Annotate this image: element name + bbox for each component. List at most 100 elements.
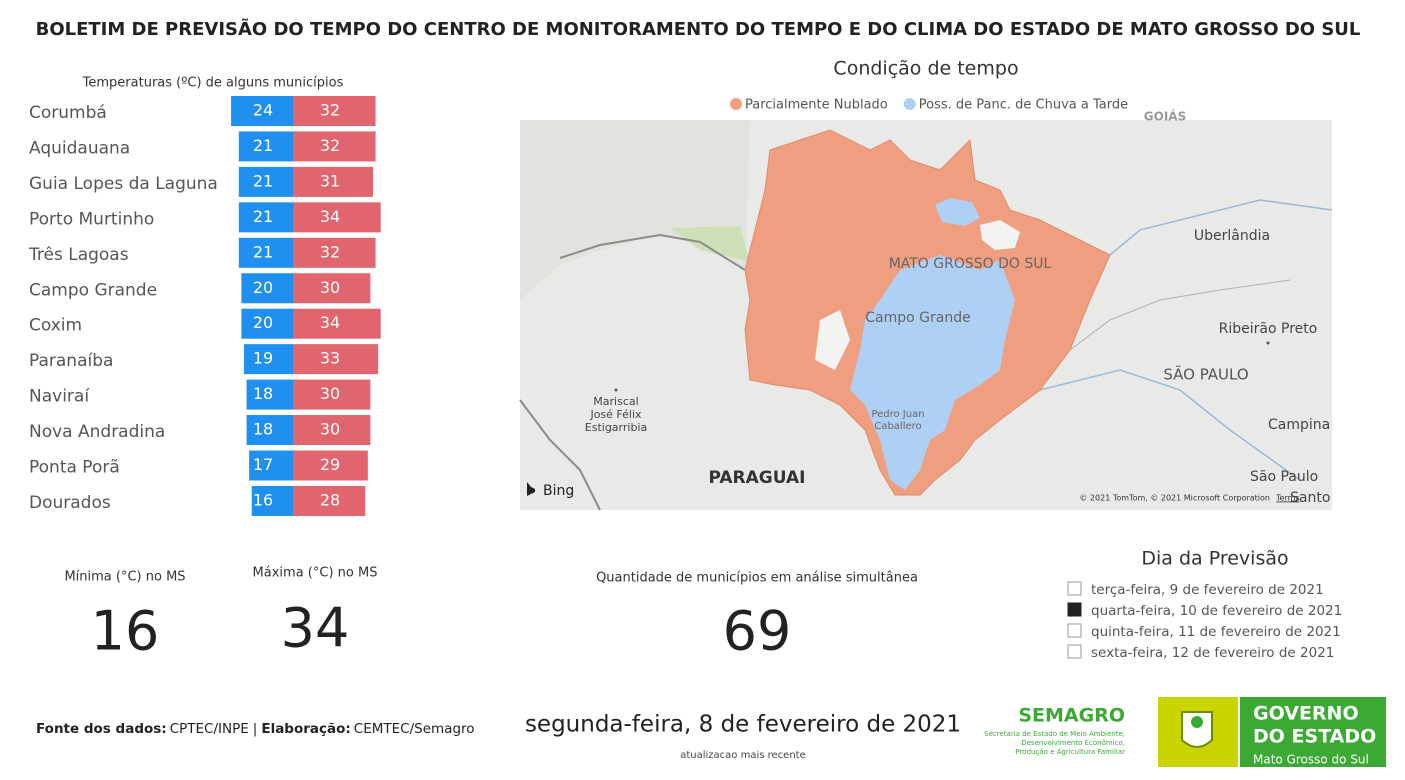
map-provider: Bing <box>543 483 574 499</box>
map-river <box>1109 199 1333 256</box>
value-label: 18 <box>253 384 273 403</box>
max-bar <box>293 485 366 516</box>
min-bar <box>238 166 293 197</box>
footer-part: Elaboração: <box>261 721 350 737</box>
map-area-none <box>815 310 850 370</box>
min-bar <box>246 379 293 410</box>
semagro-subtitle: Secretaria de Estado de Meio Ambiente, <box>984 730 1125 738</box>
map-park <box>670 226 750 262</box>
category-label: Ponta Porã <box>29 458 120 478</box>
map-area-rain <box>850 255 1015 490</box>
max-bar <box>293 96 376 126</box>
value-label: 30 <box>320 384 340 403</box>
min-bar <box>238 237 293 268</box>
category-label: Paranaíba <box>29 351 113 371</box>
value-label: 29 <box>320 455 340 474</box>
value-label: 21 <box>253 207 273 226</box>
map-label: Santo <box>1290 490 1330 506</box>
value-label: 17 <box>253 455 273 474</box>
min-bar <box>238 202 293 233</box>
min-bar <box>241 273 293 304</box>
footer-part: Fonte dos dados: <box>36 721 167 737</box>
max-bar <box>293 344 379 375</box>
category-label: Guia Lopes da Laguna <box>29 174 218 194</box>
slicer-checkbox[interactable] <box>1067 602 1082 617</box>
value-label: 21 <box>253 136 273 155</box>
map-terms: Terms <box>1275 494 1300 503</box>
min-bar <box>238 131 293 162</box>
value-label: 21 <box>253 242 273 261</box>
map-border <box>519 399 601 511</box>
legend-label: Poss. de Panc. de Chuva a Tarde <box>919 98 1128 113</box>
slicer-item[interactable]: quarta-feira, 10 de fevereiro de 2021 <box>1091 603 1342 619</box>
max-bar <box>293 237 376 268</box>
legend-marker <box>730 98 742 110</box>
map-river <box>1039 369 1301 481</box>
map-label: GOIÁS <box>1144 109 1186 124</box>
map-label: José Félix <box>589 408 642 421</box>
map-label: São Paulo <box>1250 469 1318 485</box>
slicer-item[interactable]: sexta-feira, 12 de fevereiro de 2021 <box>1091 645 1334 661</box>
value-label: 34 <box>320 313 340 332</box>
slicer-title: Dia da Previsão <box>1141 548 1288 570</box>
footer-source: Fonte dos dados: CPTEC/INPE | Elaboração: CE… <box>36 721 475 737</box>
map-region <box>520 120 750 300</box>
map: GOIÁS MATO GROSSO DO SUL Campo Grande Uberl… <box>519 109 1333 511</box>
min-bar <box>251 485 293 516</box>
map-dot <box>614 388 618 392</box>
map-dot <box>1266 341 1270 345</box>
map-label: Uberlândia <box>1194 228 1270 244</box>
max-bar <box>293 202 381 233</box>
value-label: 32 <box>320 242 340 261</box>
value-label: 32 <box>320 101 340 120</box>
slicer-checkbox[interactable] <box>1067 581 1082 596</box>
map-label: Caballero <box>874 421 921 432</box>
semagro-subtitle: Produção e Agricultura Familiar <box>1015 748 1125 756</box>
semagro-subtitle: Desenvolvimento Econômico, <box>1021 739 1125 747</box>
kpi-value: 34 <box>281 597 350 660</box>
semagro-logo: SEMAGRO <box>1018 705 1125 727</box>
value-label: 21 <box>253 171 273 190</box>
max-bar <box>293 450 368 481</box>
map-label: SÃO PAULO <box>1163 365 1248 384</box>
category-label: Nova Andradina <box>29 422 165 442</box>
min-bar <box>243 344 293 375</box>
map-label: Mariscal <box>593 395 638 408</box>
chart-title: Temperaturas (ºC) de alguns municípios <box>82 76 344 91</box>
category-label: Corumbá <box>29 103 107 123</box>
slicer-item[interactable]: terça-feira, 9 de fevereiro de 2021 <box>1091 582 1324 598</box>
gov-crest <box>1181 711 1213 748</box>
kpi-label: Quantidade de municípios em análise simu… <box>596 571 918 586</box>
gov-logo-state: Mato Grosso do Sul <box>1253 753 1369 767</box>
kpi-label: Máxima (°C) no MS <box>253 566 378 581</box>
map-title: Condição de tempo <box>833 58 1018 80</box>
max-bar <box>293 308 381 339</box>
max-bar <box>293 166 373 197</box>
footer-part: CPTEC/INPE <box>170 721 249 737</box>
value-label: 32 <box>320 136 340 155</box>
report-date: segunda-feira, 8 de fevereiro de 2021 <box>525 712 961 738</box>
max-bar <box>293 379 371 410</box>
kpi-value: 69 <box>723 600 792 663</box>
value-label: 24 <box>253 101 273 120</box>
map-border <box>559 233 746 271</box>
value-label: 34 <box>320 207 340 226</box>
page-title: BOLETIM DE PREVISÃO DO TEMPO DO CENTRO D… <box>36 17 1361 40</box>
map-label: Campo Grande <box>865 310 970 326</box>
slicer-checkbox[interactable] <box>1067 644 1082 659</box>
footer-part: | <box>253 721 258 737</box>
value-label: 20 <box>253 278 273 297</box>
map-copyright: © 2021 TomTom, © 2021 Microsoft Corporat… <box>1079 494 1270 503</box>
slicer-checkbox[interactable] <box>1067 623 1082 638</box>
footer-part: CEMTEC/Semagro <box>354 721 475 737</box>
value-label: 19 <box>253 349 273 368</box>
max-bar <box>293 273 371 304</box>
bing-logo <box>527 482 535 496</box>
min-bar <box>246 415 293 446</box>
slicer-item[interactable]: quinta-feira, 11 de fevereiro de 2021 <box>1091 624 1341 640</box>
category-label: Aquidauana <box>29 138 130 158</box>
gov-logo-box <box>1240 697 1386 767</box>
max-bar <box>293 131 376 162</box>
category-label: Coxim <box>29 316 82 336</box>
